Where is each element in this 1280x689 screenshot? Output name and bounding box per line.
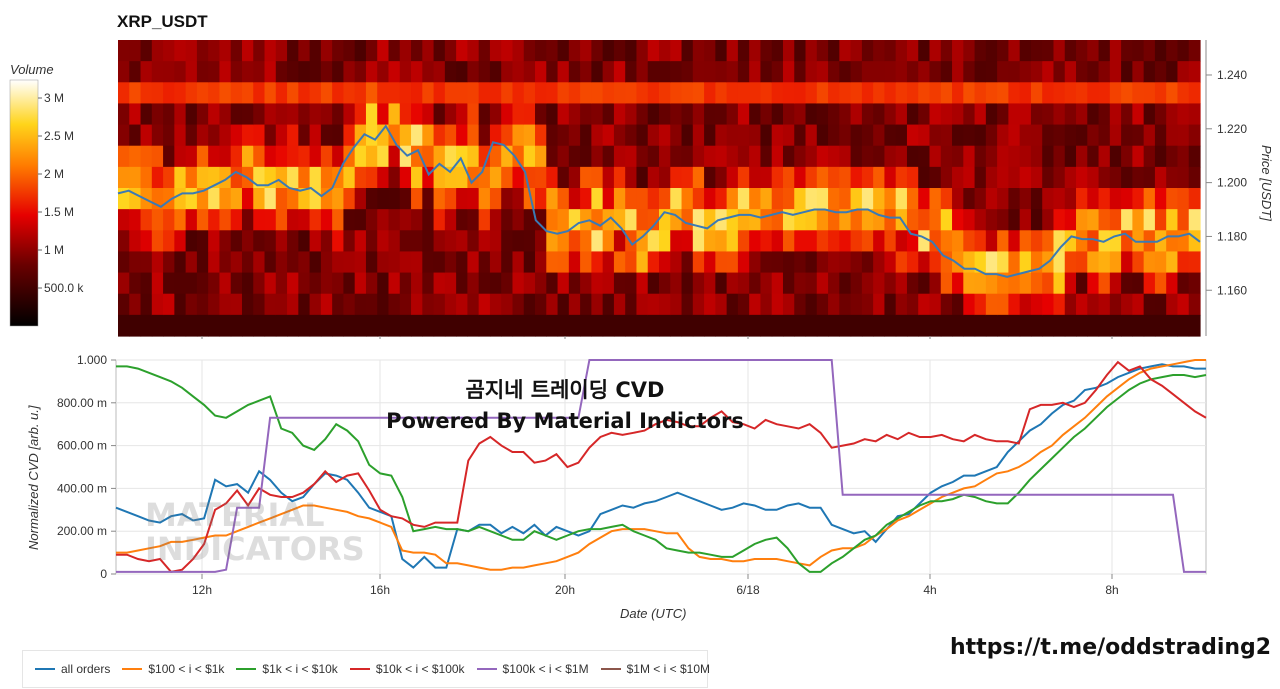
- overlay-title: 곰지네 트레이딩 CVD: [465, 378, 665, 402]
- colorbar-tick-label: 2 M: [44, 167, 64, 181]
- price-tick-label: 1.200: [1217, 176, 1247, 190]
- legend-swatch: [349, 668, 370, 670]
- legend-label: $1M < i < $10M: [626, 662, 710, 676]
- colorbar: Volume 3 M 2.5 M 2 M 1.5 M 1 M 500.0 k: [9, 62, 84, 327]
- cvd-x-tick-label: 12h: [192, 583, 212, 597]
- legend-item[interactable]: $10k < i < $100k: [349, 662, 465, 676]
- price-axis: Price [USDT] 1.240 1.220 1.200 1.180 1.160: [1205, 40, 1274, 336]
- legend-label: $1k < i < $10k: [262, 662, 338, 676]
- cvd-x-tick-label: 20h: [555, 583, 575, 597]
- cvd-y-tick-label: 400.00 m: [57, 481, 107, 495]
- price-tick-label: 1.240: [1217, 68, 1247, 82]
- colorbar-tick-label: 1 M: [44, 243, 64, 257]
- legend-item[interactable]: all orders: [35, 662, 110, 676]
- cvd-x-axis-label: Date (UTC): [620, 606, 686, 621]
- legend-label: $10k < i < $100k: [375, 662, 465, 676]
- legend-item[interactable]: $100k < i < $1M: [476, 662, 589, 676]
- cvd-series-line: [116, 365, 1207, 573]
- cvd-x-tick-label: 6/18: [736, 583, 760, 597]
- legend-swatch: [122, 668, 143, 670]
- footer-url: https://t.me/oddstrading2: [950, 635, 1272, 660]
- cvd-series-line: [115, 363, 1206, 569]
- legend-item[interactable]: $100 < i < $1k: [122, 662, 224, 676]
- legend-swatch: [35, 668, 55, 670]
- cvd-x-tick-label: 8h: [1105, 583, 1118, 597]
- cvd-y-tick-label: 1.000: [77, 353, 107, 367]
- watermark-line1: MATERIAL: [145, 496, 325, 534]
- colorbar-tick-label: 500.0 k: [44, 281, 84, 295]
- cvd-series-line: [116, 359, 1206, 573]
- legend-swatch: [476, 668, 497, 670]
- cvd-y-tick-label: 600.00 m: [57, 439, 107, 453]
- price-tick-label: 1.160: [1217, 283, 1247, 297]
- cvd-series-line: [116, 360, 1207, 573]
- legend-swatch: [600, 668, 621, 670]
- price-axis-label: Price [USDT]: [1259, 145, 1274, 221]
- legend-label: $100k < i < $1M: [502, 662, 589, 676]
- cvd-x-tick-label: 16h: [370, 583, 390, 597]
- cvd-y-tick-label: 0: [100, 567, 107, 581]
- chart-area[interactable]: Volume 3 M 2.5 M 2 M 1.5 M 1 M 500.0 k Price …: [0, 0, 1280, 640]
- cvd-x-tick-label: 4h: [923, 583, 936, 597]
- colorbar-tick-label: 1.5 M: [44, 205, 74, 219]
- cvd-chart: Normalized CVD [arb. u.] Date (UTC) 1.00…: [26, 353, 1207, 621]
- legend: all orders $100 < i < $1k $1k < i < $10k $1…: [22, 650, 710, 688]
- cvd-series-line: [116, 359, 1206, 571]
- chart-title: XRP_USDT: [117, 12, 208, 31]
- overlay-subtitle: Powered By Material Indictors: [386, 409, 744, 433]
- cvd-y-tick-label: 800.00 m: [57, 396, 107, 410]
- watermark: MATERIAL INDICATORS: [145, 498, 365, 566]
- colorbar-label: Volume: [10, 62, 54, 77]
- colorbar-tick-label: 2.5 M: [44, 129, 74, 143]
- colorbar-tick-label: 3 M: [44, 91, 64, 105]
- heatmap: [117, 40, 1201, 339]
- cvd-y-axis-label: Normalized CVD [arb. u.]: [26, 405, 41, 550]
- watermark-line2: INDICATORS: [145, 530, 365, 568]
- price-line: [117, 124, 1201, 278]
- cvd-y-tick-label: 200.00 m: [57, 524, 107, 538]
- legend-swatch: [236, 668, 257, 670]
- price-tick-label: 1.220: [1217, 122, 1247, 136]
- legend-label: $100 < i < $1k: [148, 662, 225, 676]
- price-tick-label: 1.180: [1217, 229, 1247, 243]
- legend-label: all orders: [61, 662, 111, 676]
- legend-item[interactable]: $1k < i < $10k: [236, 662, 338, 676]
- legend-item[interactable]: $1M < i < $10M: [600, 662, 710, 676]
